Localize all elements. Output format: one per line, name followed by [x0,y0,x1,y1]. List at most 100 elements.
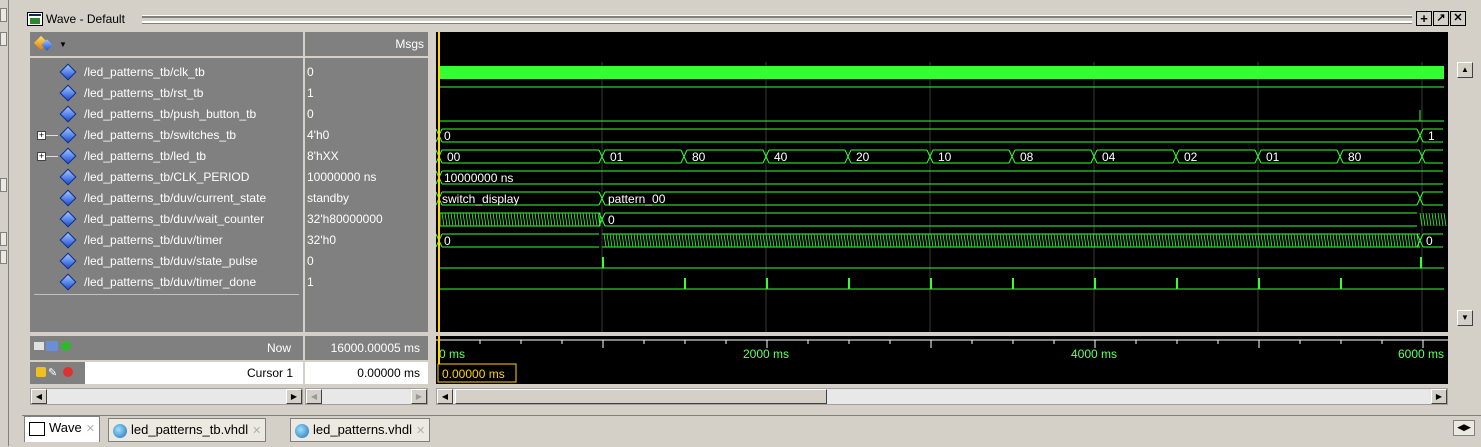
value-row[interactable]: standby [305,188,428,209]
dock-button[interactable]: + [1416,11,1432,26]
signal-row[interactable]: /led_patterns_tb/clk_tb [30,62,303,83]
value-row[interactable]: 32'h80000000 [305,209,428,230]
scroll-left-button[interactable]: ◀ [437,389,453,404]
wave-hscrollbar[interactable]: ◀ ▶ [436,388,1448,405]
led-edge [1336,149,1344,164]
led-edge [1172,149,1180,164]
value-row[interactable]: 0 [305,104,428,125]
timer-toggle [822,233,826,248]
signal-row[interactable]: + /led_patterns_tb/led_tb [30,146,303,167]
time-axis[interactable]: 0 ms 2000 ms 4000 ms 6000 ms 0.00000 ms [436,336,1448,384]
signal-row[interactable]: /led_patterns_tb/duv/timer_done [30,272,303,293]
scroll-left-button[interactable]: ◀ [306,389,322,404]
timer-toggle [1287,233,1291,248]
timer-toggle [1374,233,1378,248]
signal-value: 32'h80000000 [307,212,383,226]
timer-toggle [1392,233,1396,248]
close-icon[interactable]: ✕ [252,425,262,437]
scroll-right-button[interactable]: ▶ [1431,389,1447,404]
signal-row[interactable]: /led_patterns_tb/push_button_tb [30,104,303,125]
frame-toggle-button[interactable] [0,8,7,22]
scroll-right-button[interactable]: ▶ [286,389,302,404]
tab-label: Wave [49,420,82,435]
timer-toggle [852,233,856,248]
close-icon[interactable]: ✕ [416,425,426,437]
timer-toggle [1377,233,1381,248]
timer-toggle [1329,233,1333,248]
title-drag-grip[interactable] [142,15,1412,24]
timer-toggle [702,233,706,248]
signal-row[interactable]: /led_patterns_tb/duv/state_pulse [30,251,303,272]
msgs-label: Msgs [395,37,424,51]
lock-icon[interactable] [36,367,46,377]
value-row[interactable]: 1 [305,272,428,293]
window-title-bar[interactable]: Wave - Default + ↗ ✕ [22,8,1466,30]
chevron-down-icon[interactable]: ▼ [59,40,67,49]
tab-scroll-arrows[interactable]: ◀▶ [1453,420,1475,436]
scroll-left-button[interactable]: ◀ [31,389,47,404]
timer-toggle [1029,233,1033,248]
name-hscrollbar[interactable]: ◀ ▶ [30,388,303,405]
waveform-pane[interactable]: 0 1 00 01 80 40 20 10 08 04 02 01 80 10000000 ns switc… [436,32,1448,332]
signal-row[interactable]: /led_patterns_tb/duv/wait_counter [30,209,303,230]
timer-toggle [1386,233,1390,248]
scroll-right-button[interactable]: ▶ [411,389,427,404]
close-icon[interactable]: ✕ [85,423,95,435]
undock-button[interactable]: ↗ [1433,11,1449,26]
timer-toggle [1176,233,1180,248]
wait-counter-toggle [450,212,454,227]
value-hscrollbar[interactable]: ◀ ▶ [305,388,428,405]
now-value: 16000.00005 ms [330,341,420,355]
signal-row[interactable]: /led_patterns_tb/duv/timer [30,230,303,251]
wait-counter-toggle [588,212,592,227]
signal-row[interactable]: /led_patterns_tb/rst_tb [30,83,303,104]
timer-toggle [1077,233,1081,248]
scroll-down-button[interactable]: ▼ [1457,310,1473,326]
value-row[interactable]: 10000000 ns [305,167,428,188]
cursor-name-field[interactable]: Cursor 1 [85,362,303,384]
tab-wave[interactable]: Wave ✕ [24,416,100,442]
edit-icon[interactable]: ✎ [48,367,58,379]
signal-name: /led_patterns_tb/duv/current_state [84,191,267,205]
value-row[interactable]: 1 [305,83,428,104]
signal-row[interactable]: + /led_patterns_tb/switches_tb [30,125,303,146]
expand-icon[interactable]: + [37,130,46,140]
frame-toggle-button[interactable] [0,32,7,46]
vertical-scrollbar[interactable]: ▲ ▼ [1455,60,1475,328]
timer-toggle [1296,233,1300,248]
frame-toggle-button[interactable] [0,232,7,246]
led-value-label: 20 [856,150,870,164]
signal-row[interactable]: /led_patterns_tb/duv/current_state [30,188,303,209]
wait-counter-toggle [513,212,517,227]
timer-toggle [741,233,745,248]
scroll-up-button[interactable]: ▲ [1457,62,1473,78]
cursor-value-cell[interactable]: 0.00000 ms [305,362,428,384]
remove-cursor-icon[interactable] [63,367,73,377]
value-row[interactable]: 0 [305,62,428,83]
time-axis-canvas[interactable]: 0 ms 2000 ms 4000 ms 6000 ms 0.00000 ms [436,336,1448,384]
value-row[interactable]: 8'hXX [305,146,428,167]
zoom-icon[interactable] [34,342,44,350]
signal-row[interactable]: /led_patterns_tb/CLK_PERIOD [30,167,303,188]
timer-toggle [885,233,889,248]
value-row[interactable]: 32'h0 [305,230,428,251]
monitor-icon[interactable] [46,341,58,351]
timer-toggle [1356,233,1360,248]
frame-toggle-button[interactable] [0,250,7,264]
tab-led-patterns[interactable]: led_patterns.vhdl ✕ [290,418,431,442]
add-cursor-icon[interactable] [61,341,71,351]
frame-toggle-button[interactable] [0,178,7,192]
expand-icon[interactable]: + [37,151,46,161]
signal-icon [59,189,77,207]
value-row[interactable]: 0 [305,251,428,272]
scroll-thumb[interactable] [455,389,827,404]
timer-toggle [1149,233,1153,248]
timer-toggle [1002,233,1006,248]
close-button[interactable]: ✕ [1450,11,1466,26]
add-wave-icon[interactable] [33,35,56,52]
tab-led-patterns-tb[interactable]: led_patterns_tb.vhdl ✕ [108,418,267,442]
timer-toggle [996,233,1000,248]
wait-counter-toggle [1443,212,1447,227]
value-row[interactable]: 4'h0 [305,125,428,146]
